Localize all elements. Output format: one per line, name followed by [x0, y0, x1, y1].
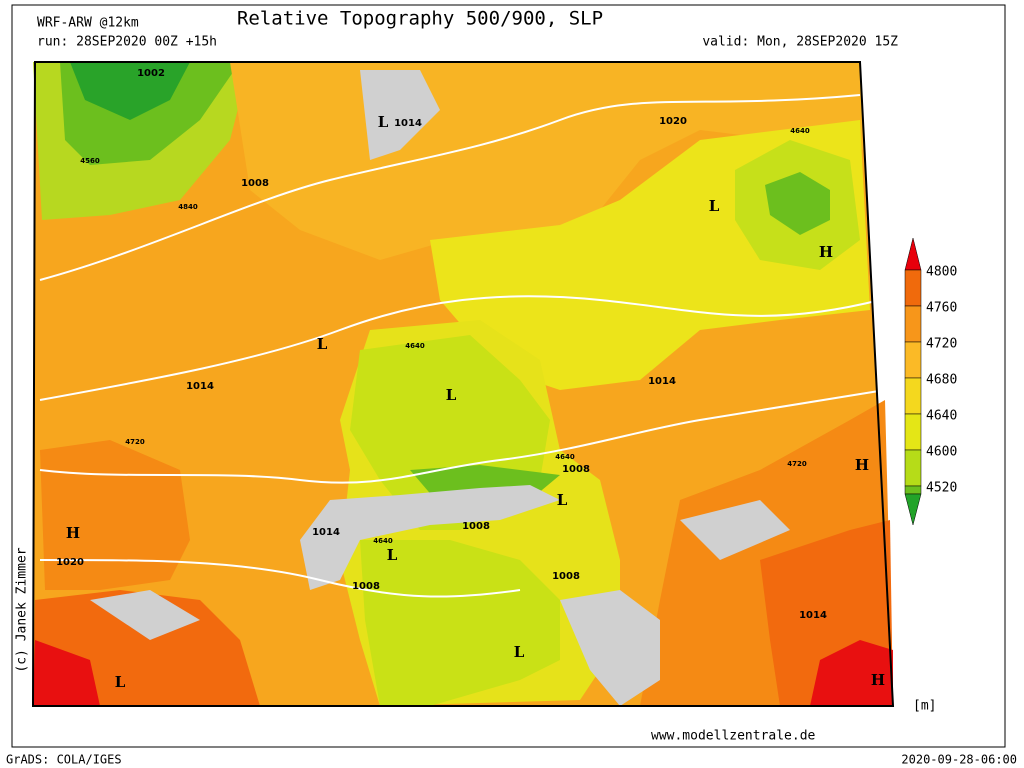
model-label: WRF-ARW @12km	[37, 16, 139, 31]
colorbar-segment	[904, 377, 922, 415]
colorbar-segment	[904, 305, 922, 343]
height-label: 4640	[405, 342, 425, 350]
field-area	[70, 62, 190, 120]
map	[31, 61, 895, 707]
pressure-label: 1008	[241, 178, 269, 189]
pressure-label: 1020	[659, 116, 687, 127]
colorbar-label: 4760	[926, 301, 957, 316]
colorbar-label: 4520	[926, 481, 957, 496]
low-marker: L	[115, 673, 126, 691]
pressure-label: 1014	[648, 376, 676, 387]
low-marker: L	[557, 491, 568, 509]
isobars	[39, 94, 886, 598]
isobar	[39, 94, 861, 281]
outer-frame	[11, 4, 1006, 748]
height-label: 4720	[125, 438, 145, 446]
colorbar: 4800 4760 4720 4680 4640 4600 4520 [m]	[904, 237, 957, 714]
pressure-label: 1008	[552, 571, 580, 582]
pressure-label: 1008	[352, 581, 380, 592]
colorbar-label: 4680	[926, 373, 957, 388]
low-marker: L	[709, 197, 720, 215]
run-label: run: 28SEP2020 00Z +15h	[37, 35, 217, 50]
low-marker: L	[387, 546, 398, 564]
colorbar-segment	[904, 341, 922, 379]
valid-label: valid: Mon, 28SEP2020 15Z	[702, 35, 898, 50]
pressure-label: 1002	[137, 68, 165, 79]
height-label: 4840	[178, 203, 198, 211]
mountains	[360, 70, 440, 160]
field-area	[810, 640, 893, 706]
low-marker: L	[446, 386, 457, 404]
mountains	[300, 485, 560, 590]
colorbar-label: 4640	[926, 409, 957, 424]
colorbar-cap	[904, 493, 922, 526]
colorbar-segment	[904, 485, 922, 495]
height-label: 4640	[373, 537, 393, 545]
field-area	[33, 640, 100, 706]
website: www.modellzentrale.de	[651, 729, 816, 744]
colorbar-segment	[904, 413, 922, 451]
map-frame	[31, 61, 895, 707]
unit-label: [m]	[913, 699, 936, 714]
colorbar-label: 4720	[926, 337, 957, 352]
colorbar-label: 4800	[926, 265, 957, 280]
pressure-label: 1008	[562, 464, 590, 475]
high-marker: H	[66, 524, 80, 542]
field-area	[360, 540, 560, 706]
height-label: 4640	[555, 453, 575, 461]
field-area	[40, 440, 190, 590]
credit: (c) Janek Zimmer	[15, 547, 30, 672]
mountains	[90, 590, 200, 640]
high-marker: H	[855, 456, 869, 474]
pressure-label: 1014	[312, 527, 340, 538]
low-marker: L	[317, 335, 328, 353]
low-marker: L	[514, 643, 525, 661]
pressure-label: 1014	[394, 118, 422, 129]
timestamp: 2020-09-28-06:00	[901, 753, 1017, 767]
pressure-label: 1014	[799, 610, 827, 621]
isobar	[39, 559, 521, 598]
grads-label: GrADS: COLA/IGES	[6, 753, 122, 767]
colorbar-segment	[904, 449, 922, 487]
mountains	[560, 590, 660, 706]
colorbar-segment	[904, 269, 922, 307]
high-marker: H	[871, 671, 885, 689]
field-area	[765, 172, 830, 235]
height-label: 4720	[787, 460, 807, 468]
pressure-label: 1008	[462, 521, 490, 532]
height-label: 4640	[790, 127, 810, 135]
high-marker: H	[819, 243, 833, 261]
pressure-label: 1020	[56, 557, 84, 568]
map-labels: 1002 L 1014 1020 4640 4560 1008 4840 L H…	[56, 68, 885, 691]
pressure-label: 1014	[186, 381, 214, 392]
colorbar-label: 4600	[926, 445, 957, 460]
height-label: 4560	[80, 157, 100, 165]
map-title: Relative Topography 500/900, SLP	[237, 8, 603, 30]
mountains	[680, 500, 790, 560]
isobar	[39, 389, 886, 484]
isobar	[39, 295, 881, 401]
low-marker: L	[378, 113, 389, 131]
